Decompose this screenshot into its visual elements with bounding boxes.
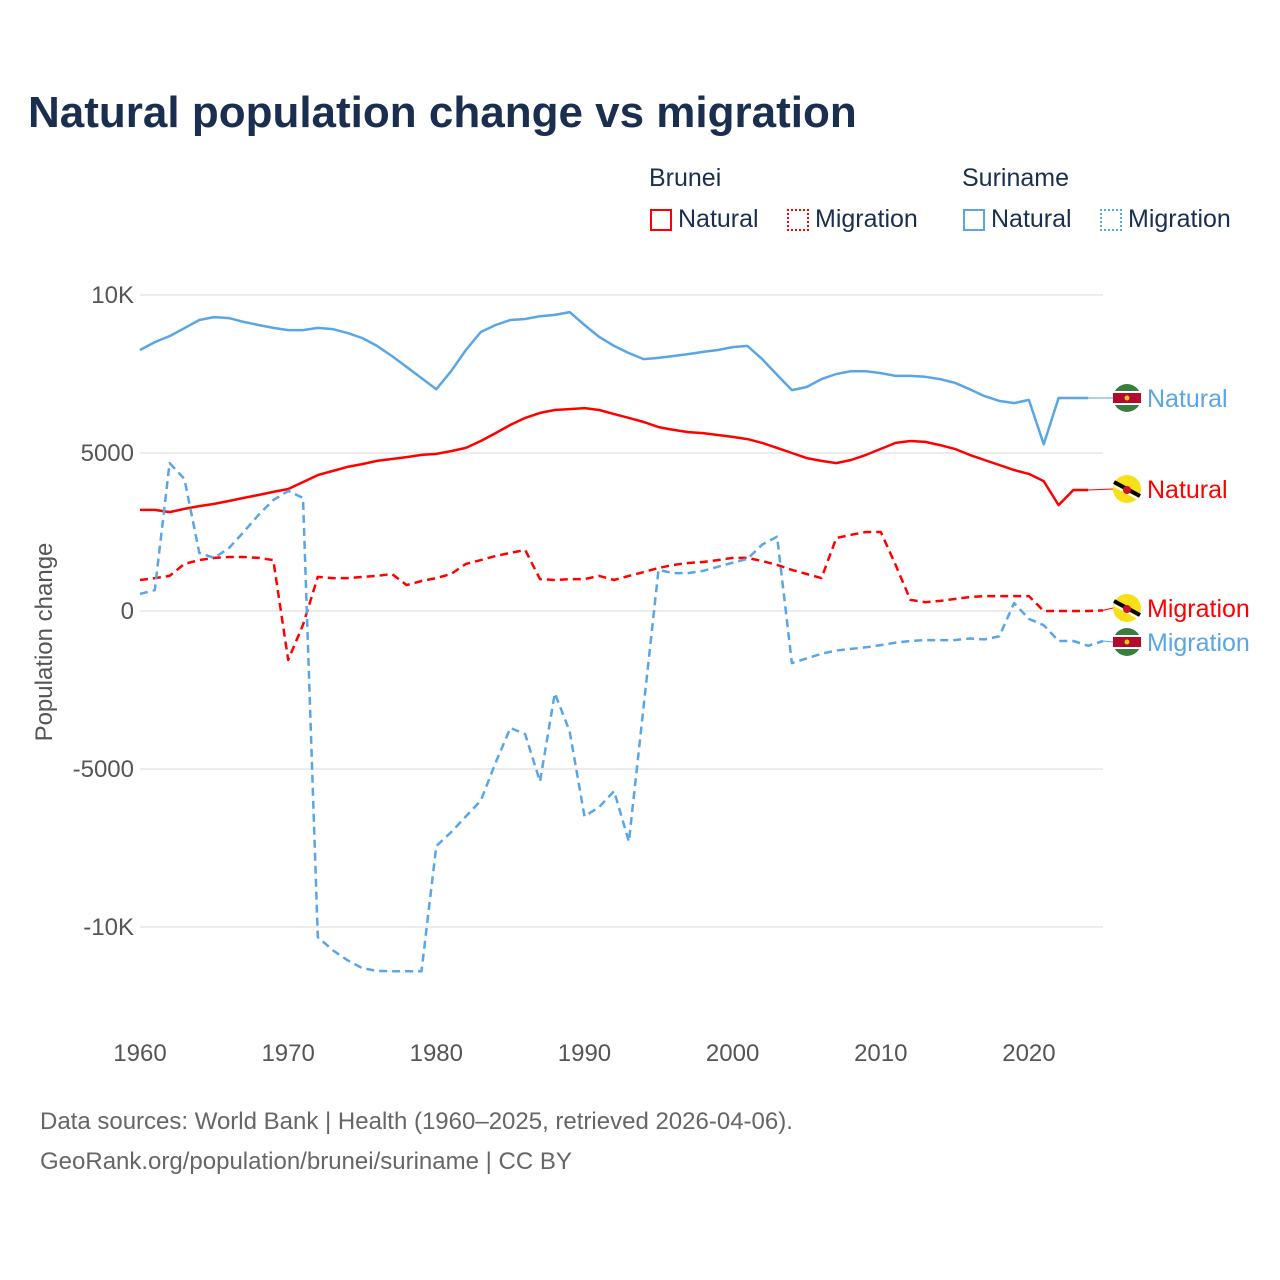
legend-label: Migration <box>815 205 918 233</box>
x-tick-label: 2010 <box>854 1040 907 1067</box>
y-axis-label: Population change <box>31 543 58 742</box>
x-tick-label: 1990 <box>558 1040 611 1067</box>
y-tick-label: -10K <box>83 914 134 941</box>
label-connector <box>1102 640 1114 643</box>
legend-swatch-dotted <box>1100 208 1122 231</box>
y-tick-label: 5000 <box>81 440 134 467</box>
x-tick-label: 2020 <box>1002 1040 1055 1067</box>
legend-item-brunei-natural[interactable]: Natural <box>650 205 759 234</box>
suriname-flag-icon <box>1113 628 1141 656</box>
legend-label: Migration <box>1128 205 1231 233</box>
plot-area: 10K 5000 0 -5000 -10K 1960 1970 1980 1990 2000 201… <box>31 282 1250 1067</box>
series-end-label: Migration <box>1147 629 1250 657</box>
legend-swatch-solid <box>650 208 672 231</box>
x-tick-label: 1960 <box>113 1040 166 1067</box>
brunei-flag-icon <box>1113 475 1141 503</box>
series-line-brunei-natural <box>140 406 1089 514</box>
legend-label: Natural <box>991 205 1072 233</box>
legend-swatch-dotted <box>787 208 809 231</box>
series-line-brunei-migration <box>139 530 1104 662</box>
legend-item-suriname-migration[interactable]: Migration <box>1100 205 1231 234</box>
chart-title: Natural population change vs migration <box>28 88 857 137</box>
x-tick-label: 1970 <box>261 1040 314 1067</box>
legend-swatch-solid <box>963 208 985 231</box>
legend-item-brunei-migration[interactable]: Migration <box>787 205 918 234</box>
y-tick-label: -5000 <box>73 756 134 783</box>
legend-item-suriname-natural[interactable]: Natural <box>963 205 1072 234</box>
legend-label: Natural <box>678 205 759 233</box>
series-end-label: Natural <box>1147 476 1228 504</box>
series-end-label: Migration <box>1147 595 1250 623</box>
series-end-label: Natural <box>1147 385 1228 413</box>
legend-group-brunei: Brunei <box>649 164 722 192</box>
x-tick-label: 1980 <box>410 1040 463 1067</box>
footer-sources: Data sources: World Bank | Health (1960–… <box>40 1108 793 1135</box>
suriname-flag-icon <box>1113 384 1141 412</box>
legend-group-suriname: Suriname <box>962 164 1069 192</box>
x-tick-label: 2000 <box>706 1040 759 1067</box>
y-tick-label: 0 <box>121 598 134 625</box>
label-connector <box>1088 488 1114 491</box>
series-line-suriname-migration <box>139 461 1104 973</box>
series-line-suriname-natural <box>139 310 1089 446</box>
label-connector <box>1102 607 1114 611</box>
brunei-flag-icon <box>1113 594 1141 622</box>
footer-url[interactable]: GeoRank.org/population/brunei/suriname |… <box>40 1148 572 1175</box>
y-tick-label: 10K <box>91 282 134 309</box>
